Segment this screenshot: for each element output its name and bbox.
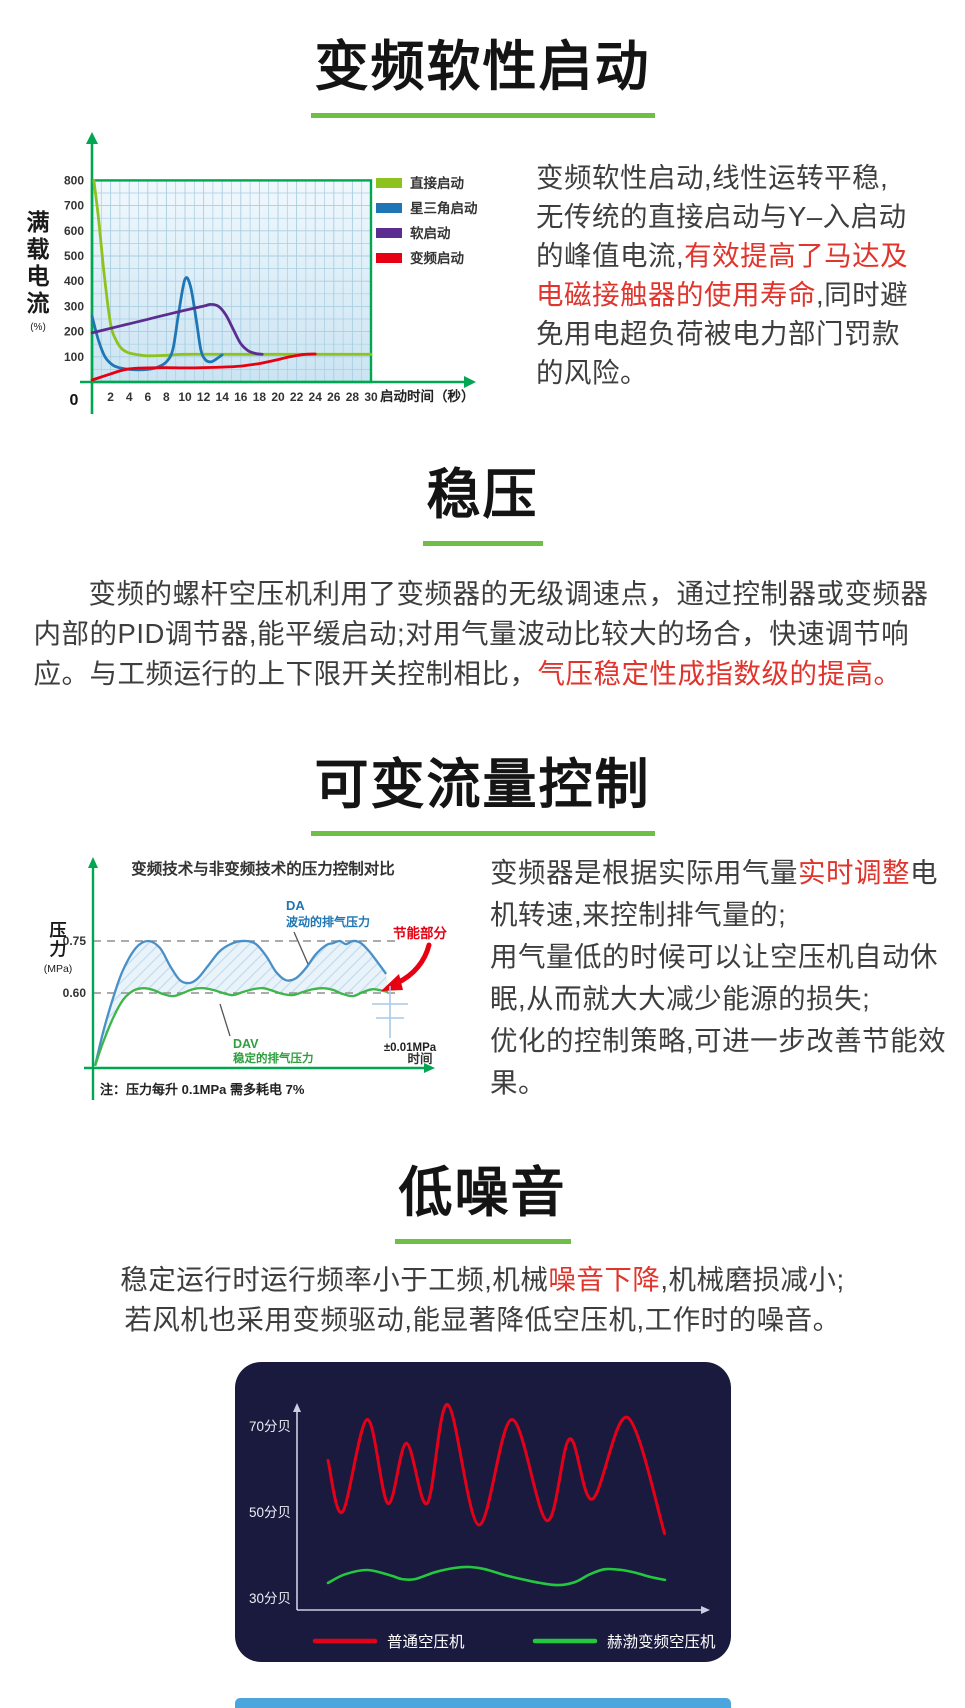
svg-text:30: 30: [364, 390, 378, 404]
svg-text:力: 力: [50, 939, 67, 959]
svg-text:星三角启动: 星三角启动: [410, 200, 478, 216]
svg-text:电: 电: [27, 263, 50, 289]
stable-pressure-paragraph: 变频的螺杆空压机利用了变频器的无级调速点，通过控制器或变频器内部的PID调节器,…: [33, 578, 929, 689]
svg-text:软启动: 软启动: [410, 225, 451, 241]
soft-start-title: 变频软性启动: [0, 22, 965, 118]
stable-pressure-title-text: 稳压: [422, 450, 543, 546]
svg-text:600: 600: [64, 224, 84, 238]
svg-text:DA: DA: [286, 898, 305, 913]
svg-text:载: 载: [27, 236, 50, 262]
svg-text:70分贝: 70分贝: [249, 1419, 291, 1434]
svg-text:8: 8: [163, 390, 170, 404]
section-soft-start: 变频软性启动 2 4 6 8 10 12 14 16 18 20 22 24 26 28 30 100 200 3…: [0, 0, 965, 424]
svg-text:变频启动: 变频启动: [410, 250, 464, 266]
low-noise-paragraph: 稳定运行时运行频率小于工频,机械噪音下降,机械磨损减小; 若风机也采用变频驱动,能…: [120, 1264, 845, 1335]
svg-text:DAV: DAV: [233, 1037, 259, 1051]
svg-text:节能部分: 节能部分: [393, 925, 447, 941]
svg-text:22: 22: [290, 390, 304, 404]
variable-flow-title-text: 可变流量控制: [310, 740, 655, 836]
svg-text:注：压力每升 0.1MPa 需多耗电 7%: 注：压力每升 0.1MPa 需多耗电 7%: [100, 1082, 305, 1097]
svg-text:24: 24: [309, 390, 323, 404]
noise-chart-card: 70分贝 50分贝 30分贝普通空压机 赫渤变频空压机: [234, 1362, 731, 1662]
svg-text:500: 500: [64, 249, 84, 263]
svg-text:30分贝: 30分贝: [249, 1591, 291, 1606]
svg-text:满: 满: [27, 209, 50, 235]
soft-start-row: 2 4 6 8 10 12 14 16 18 20 22 24 26 28 30 100 200 300 400 50…: [0, 118, 965, 424]
svg-text:(MPa): (MPa): [44, 963, 73, 975]
svg-text:(%): (%): [30, 322, 46, 333]
svg-text:0.75: 0.75: [63, 934, 87, 948]
svg-text:16: 16: [234, 390, 248, 404]
svg-text:压: 压: [50, 921, 67, 940]
svg-text:50分贝: 50分贝: [249, 1505, 291, 1520]
low-noise-title-text: 低噪音: [394, 1148, 571, 1244]
startup-current-chart: 2 4 6 8 10 12 14 16 18 20 22 24 26 28 3010020030040050…: [27, 132, 478, 414]
svg-text:18: 18: [253, 390, 267, 404]
svg-text:6: 6: [144, 390, 151, 404]
svg-text:启动时间（秒）: 启动时间（秒）: [380, 388, 475, 404]
stable-pressure-title: 稳压: [0, 450, 965, 546]
section-variable-flow: 可变流量控制 变频技术与非变频技术的压力控制对比 0.75 0.60 压力 (MPa) D…: [0, 694, 965, 1104]
svg-text:700: 700: [64, 199, 84, 213]
svg-text:100: 100: [64, 350, 84, 364]
svg-text:800: 800: [64, 173, 84, 187]
next-section-peek-bar: [234, 1698, 731, 1708]
variable-flow-title: 可变流量控制: [0, 740, 965, 836]
low-noise-title: 低噪音: [0, 1148, 965, 1244]
svg-text:流: 流: [27, 290, 50, 316]
soft-start-title-text: 变频软性启动: [310, 22, 655, 118]
section-stable-pressure: 稳压 变频的螺杆空压机利用了变频器的无级调速点，通过控制器或变频器内部的PID调…: [0, 424, 965, 694]
svg-text:赫渤变频空压机: 赫渤变频空压机: [607, 1633, 716, 1651]
svg-text:26: 26: [327, 390, 341, 404]
pressure-control-chart: 变频技术与非变频技术的压力控制对比 0.75 0.60 压力 (MPa) DA波动的排气压…: [44, 857, 447, 1100]
svg-text:4: 4: [126, 390, 133, 404]
svg-text:300: 300: [64, 299, 84, 313]
variable-flow-row: 变频技术与非变频技术的压力控制对比 0.75 0.60 压力 (MPa) DA 波动的排气压…: [0, 836, 965, 1104]
svg-text:0: 0: [70, 392, 79, 409]
svg-text:波动的排气压力: 波动的排气压力: [286, 914, 370, 929]
svg-text:28: 28: [346, 390, 360, 404]
section-low-noise: 低噪音 稳定运行时运行频率小于工频,机械噪音下降,机械磨损减小; 若风机也采用变频…: [0, 1104, 965, 1708]
svg-text:稳定的排气压力: 稳定的排气压力: [233, 1051, 314, 1065]
soft-start-paragraph: 变频软性启动,线性运转平稳,无传统的直接启动与Y–入启动的峰值电流,有效提高了马…: [536, 162, 909, 388]
svg-text:±0.01MPa: ±0.01MPa: [384, 1042, 437, 1054]
svg-text:10: 10: [178, 390, 192, 404]
svg-text:14: 14: [216, 390, 230, 404]
svg-text:0.60: 0.60: [63, 986, 87, 1000]
svg-text:变频技术与非变频技术的压力控制对比: 变频技术与非变频技术的压力控制对比: [131, 859, 395, 878]
svg-text:直接启动: 直接启动: [410, 175, 464, 191]
svg-text:12: 12: [197, 390, 211, 404]
svg-text:200: 200: [64, 325, 84, 339]
svg-text:普通空压机: 普通空压机: [387, 1633, 465, 1651]
variable-flow-paragraph: 变频器是根据实际用气量实时调整电机转速,来控制排气量的; 用气量低的时候可以让空压…: [490, 857, 947, 1098]
svg-text:2: 2: [107, 390, 114, 404]
svg-text:时间: 时间: [407, 1051, 432, 1066]
svg-text:400: 400: [64, 274, 84, 288]
svg-text:20: 20: [271, 390, 285, 404]
